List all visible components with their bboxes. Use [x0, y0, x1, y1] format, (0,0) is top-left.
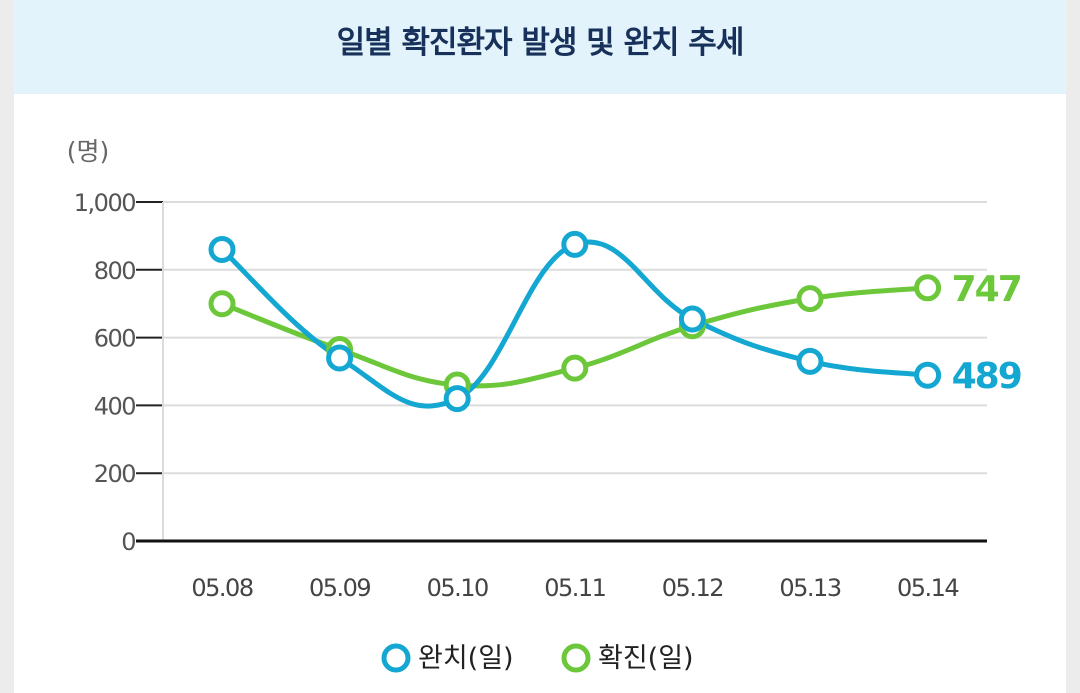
x-tick-label: 05.09 [309, 574, 370, 602]
data-point-0 [208, 235, 236, 263]
data-point-1 [914, 274, 942, 302]
data-point-0 [678, 305, 706, 333]
data-point-1 [561, 354, 589, 382]
data-point-0 [443, 385, 471, 413]
y-tick-label: 400 [94, 392, 136, 420]
y-tick-label: 800 [94, 257, 136, 285]
y-tick-label: 600 [94, 325, 136, 353]
data-point-0 [914, 361, 942, 389]
y-tick-label: 200 [94, 460, 136, 488]
data-point-1 [208, 290, 236, 318]
end-value-label-1: 747 [952, 269, 1021, 310]
x-tick-label: 05.13 [779, 574, 840, 602]
legend-label-0: 완치(일) [418, 643, 514, 674]
y-tick-label: 0 [121, 528, 135, 556]
legend-marker-0 [381, 643, 411, 673]
legend-marker-1 [561, 643, 591, 673]
data-point-0 [796, 347, 824, 375]
chart-title: 일별 확진환자 발생 및 완치 추세 [336, 24, 745, 61]
x-tick-label: 05.08 [191, 574, 252, 602]
legend-label-1: 확진(일) [598, 643, 694, 674]
x-tick-label: 05.14 [897, 574, 958, 602]
y-unit-label: (명) [67, 137, 110, 166]
x-tick-label: 05.10 [427, 574, 488, 602]
data-point-1 [796, 285, 824, 313]
data-point-0 [326, 344, 354, 372]
chart-card: 일별 확진환자 발생 및 완치 추세 [14, 0, 1066, 693]
title-bar: 일별 확진환자 발생 및 완치 추세 [14, 0, 1066, 94]
x-tick-label: 05.12 [662, 574, 723, 602]
x-tick-label: 05.11 [544, 574, 605, 602]
y-tick-label: 1,000 [74, 189, 135, 217]
end-value-label-0: 489 [952, 356, 1021, 397]
data-point-0 [561, 230, 589, 258]
